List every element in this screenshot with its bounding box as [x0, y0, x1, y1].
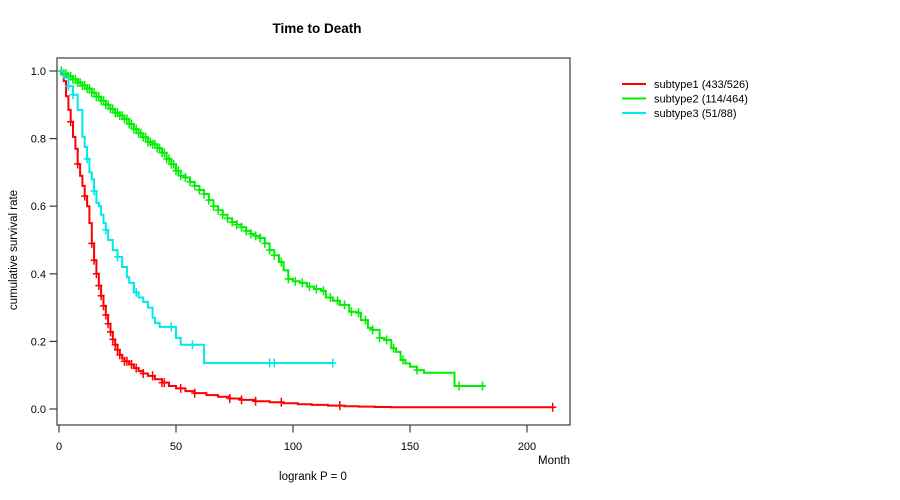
y-tick-label: 1.0 [31, 66, 46, 78]
censor-marks-subtype2 [57, 66, 486, 391]
x-tick-label: 50 [170, 441, 182, 453]
legend-label-subtype2: subtype2 (114/464) [654, 94, 748, 106]
x-tick-label: 0 [56, 441, 62, 453]
x-tick-label: 200 [518, 441, 536, 453]
y-tick-label: 0.2 [31, 336, 46, 348]
x-axis-title: Month [538, 455, 570, 467]
legend-label-subtype1: subtype1 (433/526) [654, 79, 749, 91]
legend: subtype1 (433/526) subtype2 (114/464) su… [622, 79, 749, 120]
x-axis-ticks: 0 50 100 150 200 [56, 425, 536, 453]
x-tick-label: 150 [401, 441, 419, 453]
censor-marks-subtype1 [67, 117, 557, 412]
y-tick-label: 0.4 [31, 269, 46, 281]
chart-title: Time to Death [272, 21, 361, 36]
survival-curves [57, 66, 557, 412]
y-tick-label: 0.0 [31, 404, 46, 416]
legend-label-subtype3: subtype3 (51/88) [654, 108, 737, 120]
y-axis-ticks: 0.0 0.2 0.4 0.6 0.8 1.0 [31, 66, 57, 416]
y-tick-label: 0.6 [31, 201, 46, 213]
censor-marks-subtype3 [64, 81, 337, 368]
logrank-annotation: logrank P = 0 [279, 471, 347, 483]
x-tick-label: 100 [284, 441, 302, 453]
y-tick-label: 0.8 [31, 134, 46, 146]
y-axis-title: cumulative survival rate [8, 190, 20, 310]
survival-curve-subtype1 [59, 70, 553, 409]
survival-curve-subtype3 [59, 70, 333, 364]
plot-frame [56, 57, 571, 426]
